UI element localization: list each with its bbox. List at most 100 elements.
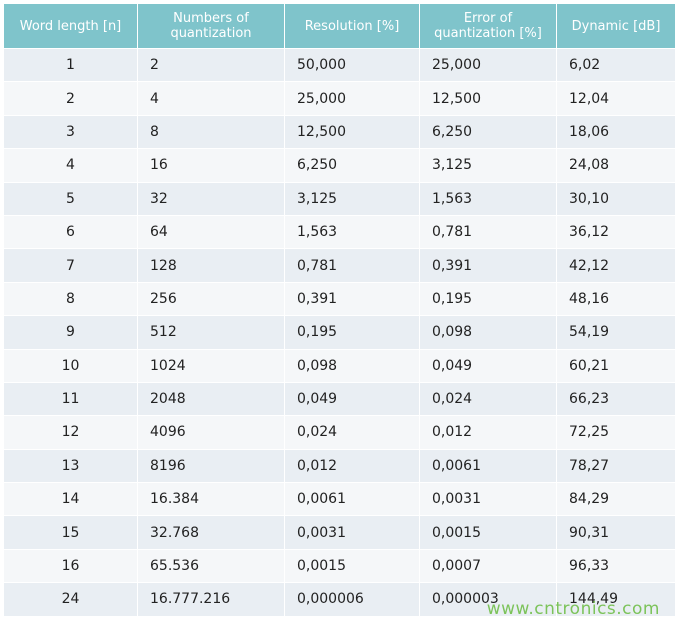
table-cell: 72,25 [557, 415, 676, 449]
table-cell: 36,12 [557, 214, 676, 249]
table-cell: 0,012 [285, 448, 420, 483]
table-cell: 84,29 [557, 482, 676, 516]
header-row: Word length [n] Numbers of quantization Re… [4, 4, 676, 48]
table-cell: 0,195 [285, 315, 420, 349]
table-cell: 65.536 [138, 548, 285, 583]
table-cell: 0,049 [285, 381, 420, 416]
table-cell: 1024 [138, 348, 285, 382]
table-cell: 2 [4, 81, 138, 115]
table-row: 16 65.536 0,0015 0,0007 96,33 [4, 548, 676, 583]
table-row: 15 32.768 0,0031 0,0015 90,31 [4, 515, 676, 549]
table-cell: 66,23 [557, 381, 676, 416]
table-cell: 3 [4, 114, 138, 149]
table-cell: 96,33 [557, 548, 676, 583]
table-body: 1 2 50,000 25,000 6,02 2 4 25,000 12,500 12,04 3 8 1… [4, 48, 676, 616]
table-cell: 25,000 [420, 48, 557, 82]
table-row: 4 16 6,250 3,125 24,08 [4, 148, 676, 182]
table-cell: 64 [138, 214, 285, 249]
table-cell: 25,000 [285, 81, 420, 115]
table-cell: 256 [138, 281, 285, 316]
table-cell: 32.768 [138, 515, 285, 549]
table-cell: 144,49 [557, 582, 676, 616]
table-cell: 4096 [138, 415, 285, 449]
quantization-table: Word length [n] Numbers of quantization Re… [4, 4, 676, 616]
table-cell: 8196 [138, 448, 285, 483]
table-cell: 1 [4, 48, 138, 82]
table-row: 11 2048 0,049 0,024 66,23 [4, 381, 676, 416]
table-cell: 0,000003 [420, 582, 557, 616]
header-cell: Numbers of quantization [138, 4, 285, 48]
table-cell: 15 [4, 515, 138, 549]
table-cell: 512 [138, 315, 285, 349]
table-cell: 0,012 [420, 415, 557, 449]
table-cell: 50,000 [285, 48, 420, 82]
table-cell: 6,02 [557, 48, 676, 82]
table-cell: 54,19 [557, 315, 676, 349]
table-row: 12 4096 0,024 0,012 72,25 [4, 415, 676, 449]
table-cell: 18,06 [557, 114, 676, 149]
table-cell: 5 [4, 181, 138, 215]
table-cell: 42,12 [557, 248, 676, 282]
table-cell: 12,500 [285, 114, 420, 149]
table-cell: 16 [138, 148, 285, 182]
table-cell: 0,0015 [420, 515, 557, 549]
table-cell: 12 [4, 415, 138, 449]
table-cell: 24 [4, 582, 138, 616]
table-cell: 12,500 [420, 81, 557, 115]
header-cell: Resolution [%] [285, 4, 420, 48]
table-cell: 6 [4, 214, 138, 249]
table-cell: 3,125 [420, 148, 557, 182]
header-cell: Dynamic [dB] [557, 4, 676, 48]
table-cell: 0,391 [420, 248, 557, 282]
table-cell: 13 [4, 448, 138, 483]
table-cell: 0,024 [285, 415, 420, 449]
table-cell: 2 [138, 48, 285, 82]
table-cell: 0,0031 [420, 482, 557, 516]
table-cell: 0,049 [420, 348, 557, 382]
table-cell: 8 [4, 281, 138, 316]
table-cell: 0,000006 [285, 582, 420, 616]
table-row: 13 8196 0,012 0,0061 78,27 [4, 448, 676, 483]
table-row: 24 16.777.216 0,000006 0,000003 144,49 [4, 582, 676, 616]
table-cell: 4 [4, 148, 138, 182]
table-row: 9 512 0,195 0,098 54,19 [4, 315, 676, 349]
table-cell: 6,250 [285, 148, 420, 182]
table-row: 7 128 0,781 0,391 42,12 [4, 248, 676, 282]
watermark: www.cntronics.com [486, 599, 660, 619]
table-row: 8 256 0,391 0,195 48,16 [4, 281, 676, 316]
table-cell: 12,04 [557, 81, 676, 115]
table-cell: 24,08 [557, 148, 676, 182]
table-cell: 4 [138, 81, 285, 115]
table-cell: 90,31 [557, 515, 676, 549]
table-cell: 3,125 [285, 181, 420, 215]
table-row: 14 16.384 0,0061 0,0031 84,29 [4, 482, 676, 516]
table-cell: 16.777.216 [138, 582, 285, 616]
table-row: 2 4 25,000 12,500 12,04 [4, 81, 676, 115]
table-cell: 9 [4, 315, 138, 349]
table-cell: 0,098 [285, 348, 420, 382]
table-cell: 60,21 [557, 348, 676, 382]
table-cell: 1,563 [285, 214, 420, 249]
table-cell: 0,0007 [420, 548, 557, 583]
table-cell: 11 [4, 381, 138, 416]
table-cell: 0,0015 [285, 548, 420, 583]
header-cell: Error of quantization [%] [420, 4, 557, 48]
table-row: 5 32 3,125 1,563 30,10 [4, 181, 676, 215]
table-cell: 0,024 [420, 381, 557, 416]
table-cell: 30,10 [557, 181, 676, 215]
table-row: 3 8 12,500 6,250 18,06 [4, 114, 676, 149]
table-cell: 0,0061 [285, 482, 420, 516]
table-cell: 8 [138, 114, 285, 149]
table-cell: 32 [138, 181, 285, 215]
table-cell: 7 [4, 248, 138, 282]
table-cell: 14 [4, 482, 138, 516]
table-cell: 16.384 [138, 482, 285, 516]
table-row: 6 64 1,563 0,781 36,12 [4, 214, 676, 249]
table-cell: 1,563 [420, 181, 557, 215]
table-cell: 10 [4, 348, 138, 382]
table-row: 1 2 50,000 25,000 6,02 [4, 48, 676, 82]
table-cell: 0,391 [285, 281, 420, 316]
table-cell: 0,195 [420, 281, 557, 316]
table-cell: 0,0061 [420, 448, 557, 483]
table-cell: 128 [138, 248, 285, 282]
